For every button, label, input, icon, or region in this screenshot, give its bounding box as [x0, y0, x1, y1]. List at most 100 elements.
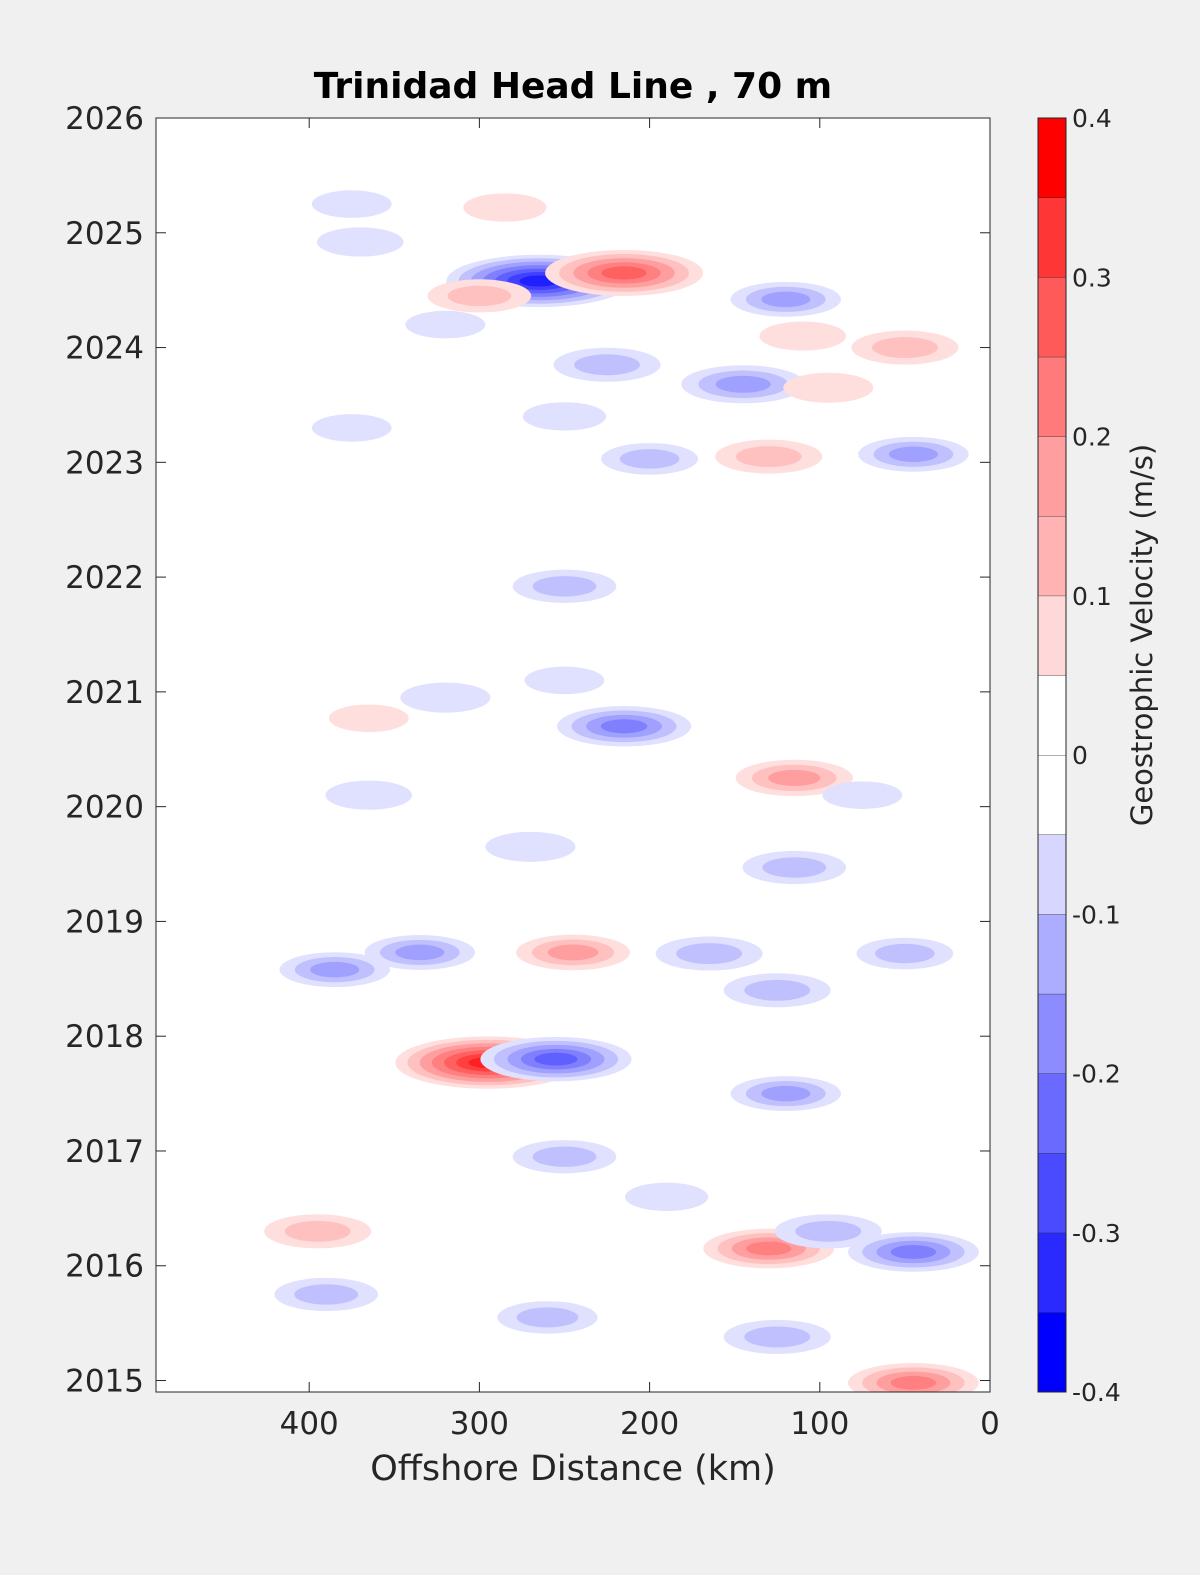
contour-feature	[497, 1301, 598, 1334]
positive-velocity-level	[463, 193, 547, 222]
colorbar-tick-label: 0	[1072, 741, 1088, 770]
contour-feature	[848, 1363, 979, 1392]
contour-feature	[264, 1214, 372, 1249]
positive-velocity-level	[745, 1241, 792, 1256]
y-tick-label: 2023	[65, 445, 144, 481]
contour-feature	[735, 759, 853, 797]
colorbar-band	[1038, 197, 1066, 278]
negative-velocity-level	[762, 857, 827, 878]
contour-feature	[715, 439, 823, 474]
contour-feature	[463, 193, 547, 222]
colorbar-frame	[1037, 117, 1067, 1393]
contour-fills	[264, 190, 979, 1392]
colorbar-tick-label: 0.4	[1072, 104, 1112, 133]
colorbar-tick-label: 0.3	[1072, 263, 1112, 292]
x-tick-label: 0	[980, 1406, 1000, 1442]
contour-feature	[480, 1036, 632, 1082]
y-tick-label: 2015	[65, 1364, 144, 1400]
contour-feature	[858, 436, 969, 472]
contour-feature	[742, 850, 847, 885]
colorbar-band	[1038, 993, 1066, 1074]
y-axis: 2015 2016 2017 2018 2019 2020 2021 2022 2023 2024…	[65, 101, 990, 1400]
negative-velocity-level	[761, 1085, 811, 1102]
colorbar-band	[1038, 277, 1066, 357]
contour-feature	[364, 935, 476, 970]
contour-feature	[522, 402, 607, 431]
negative-velocity-level	[524, 666, 605, 695]
colorbar-band	[1038, 356, 1066, 437]
positive-velocity-level	[328, 704, 409, 733]
contour-feature	[723, 1319, 831, 1354]
colorbar-band	[1038, 834, 1066, 915]
positive-velocity-level	[871, 337, 938, 359]
negative-velocity-level	[516, 1307, 579, 1328]
contour-feature	[524, 666, 605, 695]
y-tick-label: 2016	[65, 1249, 144, 1285]
colorbar-band	[1038, 675, 1066, 755]
negative-velocity-level	[534, 1052, 578, 1066]
contour-feature	[311, 414, 392, 442]
negative-velocity-level	[310, 961, 360, 978]
contour-feature	[625, 1182, 709, 1212]
negative-velocity-level	[311, 190, 392, 218]
contour-feature	[400, 682, 491, 713]
y-tick-label: 2026	[65, 101, 144, 137]
contour-feature	[774, 1214, 882, 1249]
positive-velocity-level	[768, 769, 821, 787]
contour-feature	[759, 321, 847, 351]
colorbar: 0.4 0.3 0.2 0.1 0 -0.1 -0.2 -0.3 -0.4	[1037, 104, 1121, 1407]
x-tick-label: 400	[280, 1406, 339, 1442]
positive-velocity-level	[547, 944, 599, 961]
positive-velocity-level	[601, 266, 647, 280]
contour-feature	[405, 310, 486, 339]
contour-feature	[681, 365, 806, 404]
contour-feature	[556, 706, 692, 747]
negative-velocity-level	[532, 576, 597, 597]
colorbar-tick-label: -0.4	[1072, 1378, 1121, 1407]
negative-velocity-level	[574, 354, 640, 376]
positive-velocity-level	[735, 446, 802, 468]
contour-feature	[274, 1277, 379, 1312]
colorbar-band	[1038, 436, 1066, 517]
contour-feature	[316, 227, 404, 257]
colorbar-band	[1038, 1232, 1066, 1313]
negative-velocity-level	[715, 375, 771, 393]
y-tick-label: 2017	[65, 1134, 144, 1170]
colorbar-band	[1038, 516, 1066, 596]
chart-title: Trinidad Head Line , 70 m	[314, 66, 832, 107]
y-tick-label: 2022	[65, 560, 144, 596]
contour-feature	[601, 443, 698, 475]
x-tick-label: 100	[790, 1406, 849, 1442]
x-tick-label: 300	[450, 1406, 509, 1442]
negative-velocity-level	[744, 1326, 811, 1348]
colorbar-band	[1038, 914, 1066, 994]
y-tick-label: 2019	[65, 904, 144, 940]
contour-feature	[545, 249, 704, 296]
colorbar-tick-label: -0.1	[1072, 900, 1121, 929]
contour-feature	[851, 330, 959, 365]
y-tick-label: 2021	[65, 675, 144, 711]
negative-velocity-level	[600, 719, 648, 734]
plot-frame	[155, 117, 991, 1393]
colorbar-tick-label: 0.2	[1072, 423, 1112, 452]
colorbar-tick-label: 0.1	[1072, 582, 1112, 611]
colorbar-tick-label: -0.3	[1072, 1219, 1121, 1248]
negative-velocity-level	[294, 1284, 359, 1305]
contour-feature	[730, 1076, 841, 1111]
contour-feature	[856, 937, 954, 970]
x-axis: 400 300 200 100 0	[280, 118, 1000, 1442]
colorbar-band	[1038, 595, 1066, 676]
negative-velocity-level	[795, 1220, 862, 1242]
negative-velocity-level	[311, 414, 392, 442]
contour-feature	[848, 1232, 979, 1272]
positive-velocity-level	[759, 321, 847, 351]
contour-feature	[553, 347, 661, 382]
negative-velocity-level	[625, 1182, 709, 1212]
contour-feature	[822, 781, 903, 809]
positive-velocity-level	[284, 1220, 351, 1242]
contour-feature	[723, 973, 831, 1008]
colorbar-band	[1038, 1153, 1066, 1233]
negative-velocity-level	[761, 291, 811, 308]
negative-velocity-level	[395, 944, 445, 961]
